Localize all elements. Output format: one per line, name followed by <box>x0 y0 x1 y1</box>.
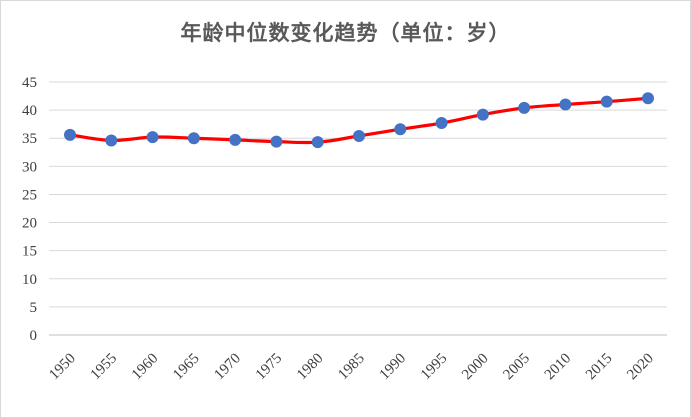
chart-title: 年龄中位数变化趋势（单位：岁） <box>180 20 511 45</box>
x-tick-label: 1975 <box>253 351 286 384</box>
x-tick-label: 2000 <box>459 351 492 384</box>
y-tick-label: 25 <box>22 187 37 203</box>
data-point-1985 <box>353 129 365 142</box>
data-point-1990 <box>394 123 407 136</box>
x-tick-label: 2015 <box>583 351 616 384</box>
data-point-1950 <box>64 128 76 141</box>
data-point-2010 <box>559 98 572 111</box>
x-tick-label: 1960 <box>129 351 162 384</box>
y-tick-label: 30 <box>22 159 37 175</box>
x-tick-label: 1950 <box>46 351 79 384</box>
y-tick-label: 35 <box>22 131 37 147</box>
data-point-1980 <box>311 136 324 149</box>
data-point-2000 <box>476 108 489 121</box>
x-tick-label: 2005 <box>500 351 533 384</box>
y-axis-ticks: 0 5 10 15 20 25 30 35 40 45 <box>22 75 37 344</box>
y-tick-label: 15 <box>22 244 37 260</box>
y-tick-label: 10 <box>22 272 37 288</box>
x-axis-ticks: 1950 1955 1960 1965 1970 1975 1980 1985 1990 1995… <box>46 351 657 384</box>
x-tick-label: 2010 <box>542 351 575 384</box>
data-point-1975 <box>270 135 283 148</box>
data-point-2015 <box>600 95 613 108</box>
y-tick-label: 5 <box>30 300 38 316</box>
y-tick-label: 0 <box>30 328 38 344</box>
y-tick-label: 40 <box>22 103 37 119</box>
x-tick-label: 1955 <box>88 351 121 384</box>
y-tick-label: 20 <box>22 216 37 232</box>
x-tick-label: 1990 <box>377 351 410 384</box>
data-point-1970 <box>229 133 242 146</box>
data-point-2020 <box>642 92 654 105</box>
x-tick-label: 1985 <box>335 351 368 384</box>
data-point-1995 <box>435 117 448 130</box>
data-point-2005 <box>518 101 531 114</box>
x-tick-label: 1970 <box>211 351 244 384</box>
x-tick-label: 1965 <box>170 351 203 384</box>
data-point-1960 <box>146 131 159 144</box>
data-point-1965 <box>187 132 200 145</box>
y-tick-label: 45 <box>22 75 37 91</box>
x-tick-label: 1980 <box>294 351 327 384</box>
x-tick-label: 1995 <box>418 351 451 384</box>
data-point-1955 <box>105 134 118 147</box>
grid-lines <box>49 81 667 336</box>
series-markers <box>64 92 654 149</box>
x-tick-label: 2020 <box>624 351 657 384</box>
